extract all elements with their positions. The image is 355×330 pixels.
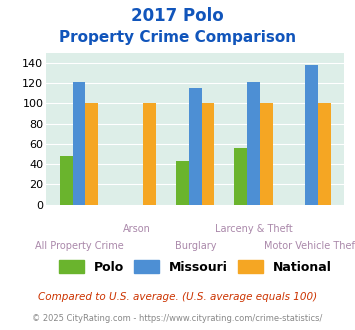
Text: © 2025 CityRating.com - https://www.cityrating.com/crime-statistics/: © 2025 CityRating.com - https://www.city… [32, 314, 323, 323]
Bar [60, 156, 72, 205]
Bar [202, 103, 214, 205]
Text: All Property Crime: All Property Crime [34, 241, 123, 251]
Bar [260, 103, 273, 205]
Bar [143, 103, 156, 205]
Bar [189, 88, 202, 205]
Bar [318, 103, 331, 205]
Text: Burglary: Burglary [175, 241, 216, 251]
Bar [305, 65, 318, 205]
Text: Arson: Arson [123, 224, 151, 234]
Bar [72, 82, 85, 205]
Text: Larceny & Theft: Larceny & Theft [214, 224, 292, 234]
Text: 2017 Polo: 2017 Polo [131, 7, 224, 25]
Legend: Polo, Missouri, National: Polo, Missouri, National [55, 256, 335, 278]
Text: Compared to U.S. average. (U.S. average equals 100): Compared to U.S. average. (U.S. average … [38, 292, 317, 302]
Text: Property Crime Comparison: Property Crime Comparison [59, 30, 296, 45]
Bar [247, 82, 260, 205]
Bar [176, 161, 189, 205]
Bar [85, 103, 98, 205]
Text: Motor Vehicle Theft: Motor Vehicle Theft [264, 241, 355, 251]
Bar [234, 148, 247, 205]
